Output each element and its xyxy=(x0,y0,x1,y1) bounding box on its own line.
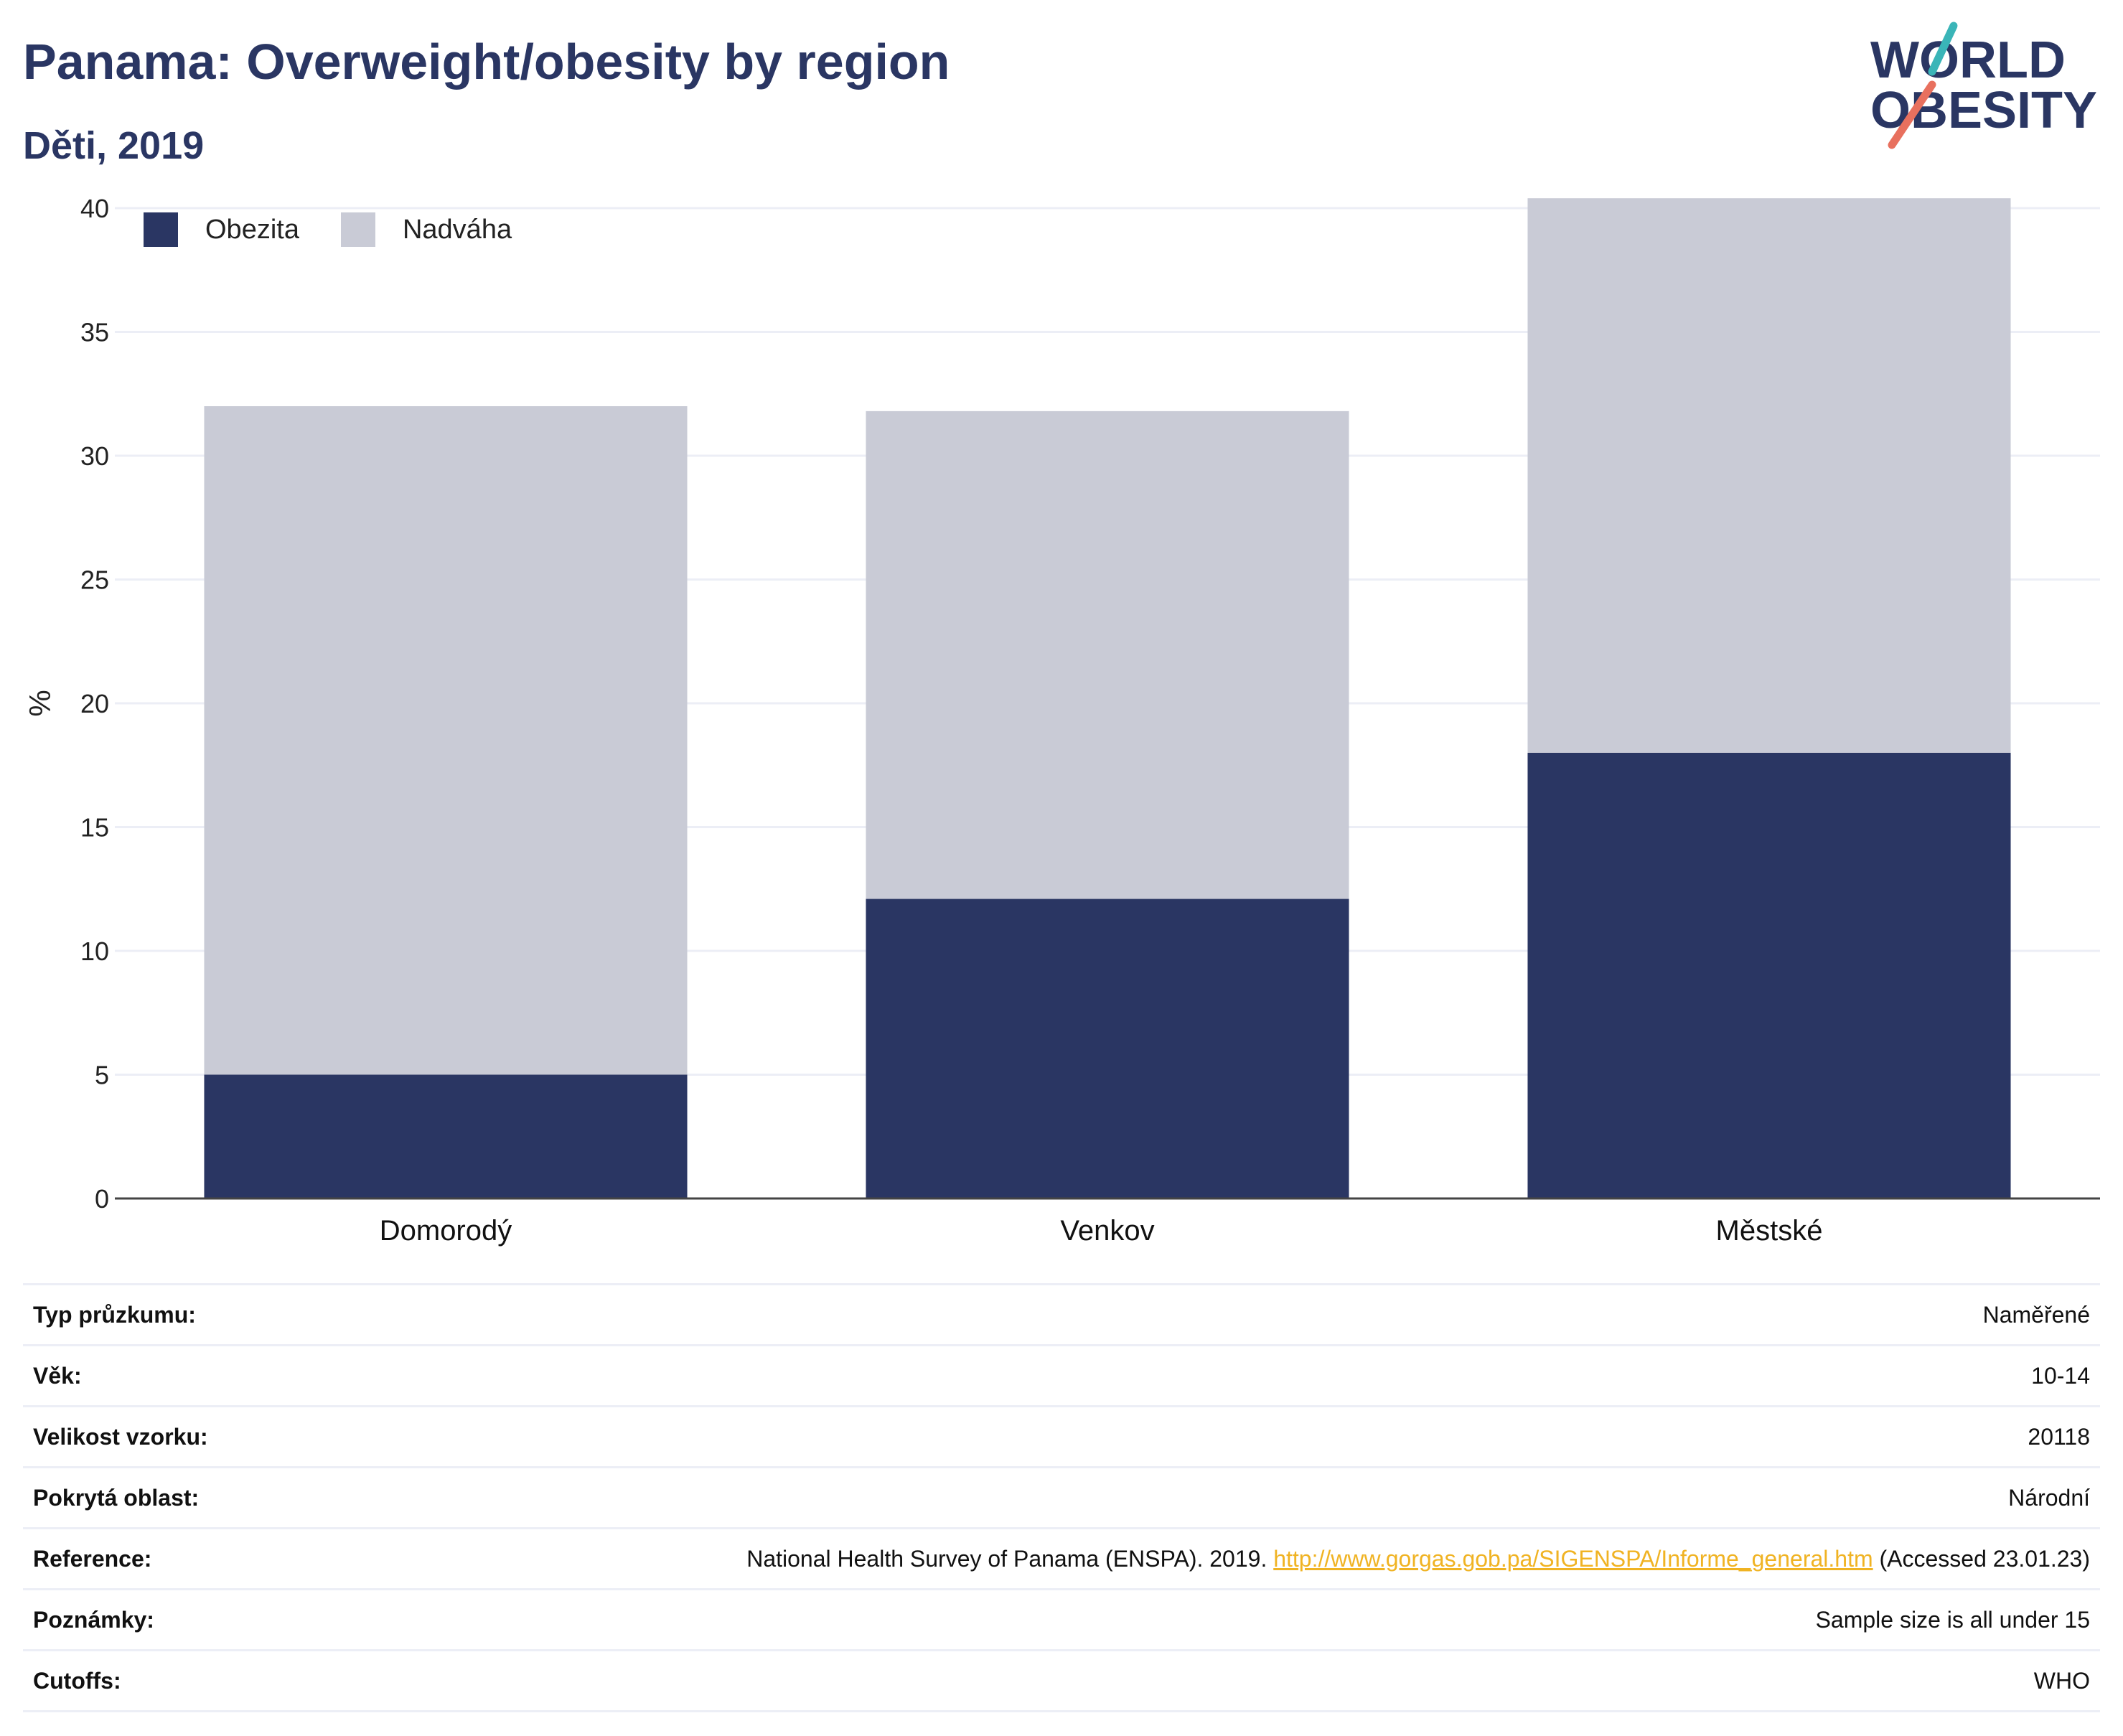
info-table: Typ průzkumu: Naměřené Věk: 10-14 Veliko… xyxy=(23,1283,2100,1712)
logo-slash-bottom-icon xyxy=(1888,80,1936,149)
y-tick-label: 10 xyxy=(80,937,109,966)
info-row-age: Věk: 10-14 xyxy=(23,1344,2100,1407)
info-value: 10-14 xyxy=(283,1344,2100,1407)
info-row-cutoffs: Cutoffs: WHO xyxy=(23,1649,2100,1712)
info-value: National Health Survey of Panama (ENSPA)… xyxy=(283,1527,2100,1590)
x-tick-label: Městské xyxy=(1716,1215,1823,1247)
bar-segment-obezita xyxy=(204,1074,688,1198)
info-label: Velikost vzorku: xyxy=(23,1405,283,1468)
chart-title: Panama: Overweight/obesity by region xyxy=(23,34,950,90)
reference-link[interactable]: http://www.gorgas.gob.pa/SIGENSPA/Inform… xyxy=(1273,1545,1873,1572)
info-label: Typ průzkumu: xyxy=(23,1283,283,1346)
logo-line1: WORLD xyxy=(1870,32,2066,89)
y-axis-title: % xyxy=(23,690,57,716)
y-tick-label: 35 xyxy=(80,318,109,347)
stacked-bar-chart: 0 5 10 15 20 25 30 35 40 Domorodý Venkov Městské% xyxy=(23,194,2100,1247)
info-label: Pokrytá oblast: xyxy=(23,1466,283,1529)
logo-line2: OBESITY xyxy=(1870,82,2097,139)
legend-label-nadvaha: Nadváha xyxy=(402,214,512,245)
world-obesity-logo: WORLD OBESITY xyxy=(1870,22,2097,149)
info-label: Poznámky: xyxy=(23,1588,283,1651)
info-value: Národní xyxy=(283,1466,2100,1529)
legend: Obezita Nadváha xyxy=(144,212,553,247)
bar-segment-nadváha xyxy=(866,410,1349,899)
info-row-notes: Poznámky: Sample size is all under 15 xyxy=(23,1588,2100,1651)
y-tick-label: 25 xyxy=(80,566,109,595)
info-value: Sample size is all under 15 xyxy=(283,1588,2100,1651)
bar-segment-nadváha xyxy=(1527,198,2011,753)
reference-text: National Health Survey of Panama (ENSPA)… xyxy=(746,1545,1267,1572)
info-row-sample-size: Velikost vzorku: 20118 xyxy=(23,1405,2100,1468)
y-tick-label: 20 xyxy=(80,689,109,718)
info-value: 20118 xyxy=(283,1405,2100,1468)
info-label: Reference: xyxy=(23,1527,283,1590)
y-tick-label: 15 xyxy=(80,813,109,843)
bar-segment-obezita xyxy=(866,899,1349,1198)
legend-swatch-nadvaha xyxy=(340,212,375,247)
info-value: WHO xyxy=(283,1649,2100,1712)
info-label: Věk: xyxy=(23,1344,283,1407)
chart-subtitle: Děti, 2019 xyxy=(23,124,205,167)
legend-label-obezita: Obezita xyxy=(205,214,299,245)
legend-swatch-obezita xyxy=(144,212,178,247)
reference-accessed: (Accessed 23.01.23) xyxy=(1879,1545,2091,1572)
info-row-area-covered: Pokrytá oblast: Národní xyxy=(23,1466,2100,1529)
y-tick-label: 30 xyxy=(80,441,109,471)
x-tick-label: Domorodý xyxy=(380,1215,512,1247)
info-row-survey-type: Typ průzkumu: Naměřené xyxy=(23,1283,2100,1346)
x-tick-label: Venkov xyxy=(1060,1215,1154,1247)
info-label: Cutoffs: xyxy=(23,1649,283,1712)
y-tick-label: 0 xyxy=(95,1184,109,1214)
info-value: Naměřené xyxy=(283,1283,2100,1346)
y-tick-label: 5 xyxy=(95,1061,109,1090)
bar-segment-obezita xyxy=(1527,753,2011,1198)
logo-slash-top-icon xyxy=(1928,22,1958,76)
legend-item-nadvaha: Nadváha xyxy=(340,212,512,247)
y-tick-label: 40 xyxy=(80,194,109,223)
info-row-reference: Reference: National Health Survey of Pan… xyxy=(23,1527,2100,1590)
legend-item-obezita: Obezita xyxy=(144,212,299,247)
bar-segment-nadváha xyxy=(204,406,688,1075)
